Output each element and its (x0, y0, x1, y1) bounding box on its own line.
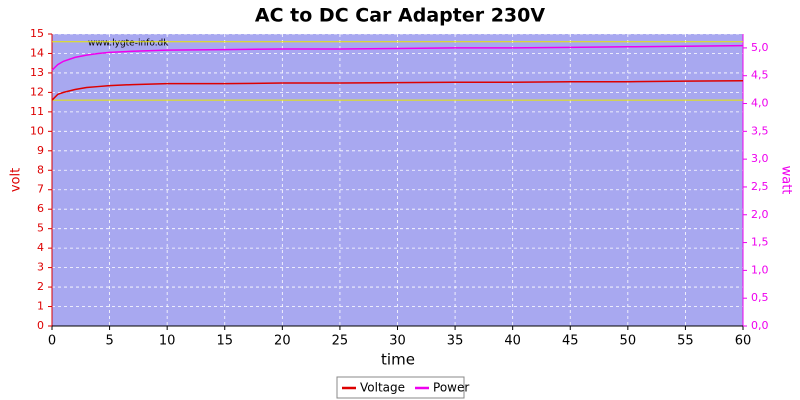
chart-title: AC to DC Car Adapter 230V (255, 5, 545, 27)
x-tick-label: 35 (447, 334, 464, 349)
y-tick-label: 3 (37, 261, 44, 274)
x-tick-label: 40 (504, 334, 521, 349)
x-tick-label: 45 (562, 334, 579, 349)
x-tick-label: 55 (677, 334, 694, 349)
y-tick-label: 15 (30, 27, 44, 40)
x-tick-label: 0 (48, 334, 56, 349)
data-line (51, 44, 744, 71)
y-tick-label: 13 (30, 66, 44, 79)
y-tick-label: 7 (37, 183, 44, 196)
y2-tick-label: 2,0 (751, 208, 769, 221)
y-tick-label: 0 (37, 319, 44, 332)
y2-tick-label: 1,0 (751, 263, 769, 276)
y2-tick-label: 0,5 (751, 291, 769, 304)
y2-tick-label: 4,5 (751, 69, 769, 82)
y-tick-label: 6 (37, 202, 44, 215)
x-tick-label: 10 (159, 334, 176, 349)
y2-tick-label: 1,5 (751, 236, 769, 249)
y-tick-label: 4 (37, 241, 44, 254)
x-tick-label: 60 (735, 334, 752, 349)
legend-box (336, 376, 465, 399)
y-tick-label: 5 (37, 222, 44, 235)
y2-tick-label: 3,5 (751, 124, 769, 137)
x-tick-label: 5 (105, 334, 113, 349)
x-tick-label: 20 (274, 334, 291, 349)
y-tick-label: 10 (30, 124, 44, 137)
x-tick-label: 50 (620, 334, 637, 349)
y2-axis-label: watt (779, 166, 794, 195)
y-tick-label: 8 (37, 163, 44, 176)
y-tick-label: 1 (37, 300, 44, 313)
x-axis-label: time (381, 351, 415, 369)
y2-tick-label: 3,0 (751, 152, 769, 165)
y-tick-label: 14 (30, 46, 44, 59)
x-tick-label: 30 (389, 334, 406, 349)
y-tick-label: 12 (30, 85, 44, 98)
y-tick-label: 2 (37, 280, 44, 293)
x-tick-label: 25 (332, 334, 349, 349)
y2-tick-label: 4,0 (751, 97, 769, 110)
watermark: www.lygte-info.dk (88, 39, 169, 49)
legend-label: Voltage (360, 381, 405, 395)
y-axis-label: volt (9, 168, 24, 192)
y2-tick-label: 0,0 (751, 319, 769, 332)
y-tick-label: 9 (37, 144, 44, 157)
legend-label: Power (433, 381, 469, 395)
data-line (51, 79, 744, 101)
y2-tick-label: 5,0 (751, 41, 769, 54)
y-tick-label: 11 (30, 105, 44, 118)
y2-tick-label: 2,5 (751, 180, 769, 193)
x-tick-label: 15 (216, 334, 233, 349)
